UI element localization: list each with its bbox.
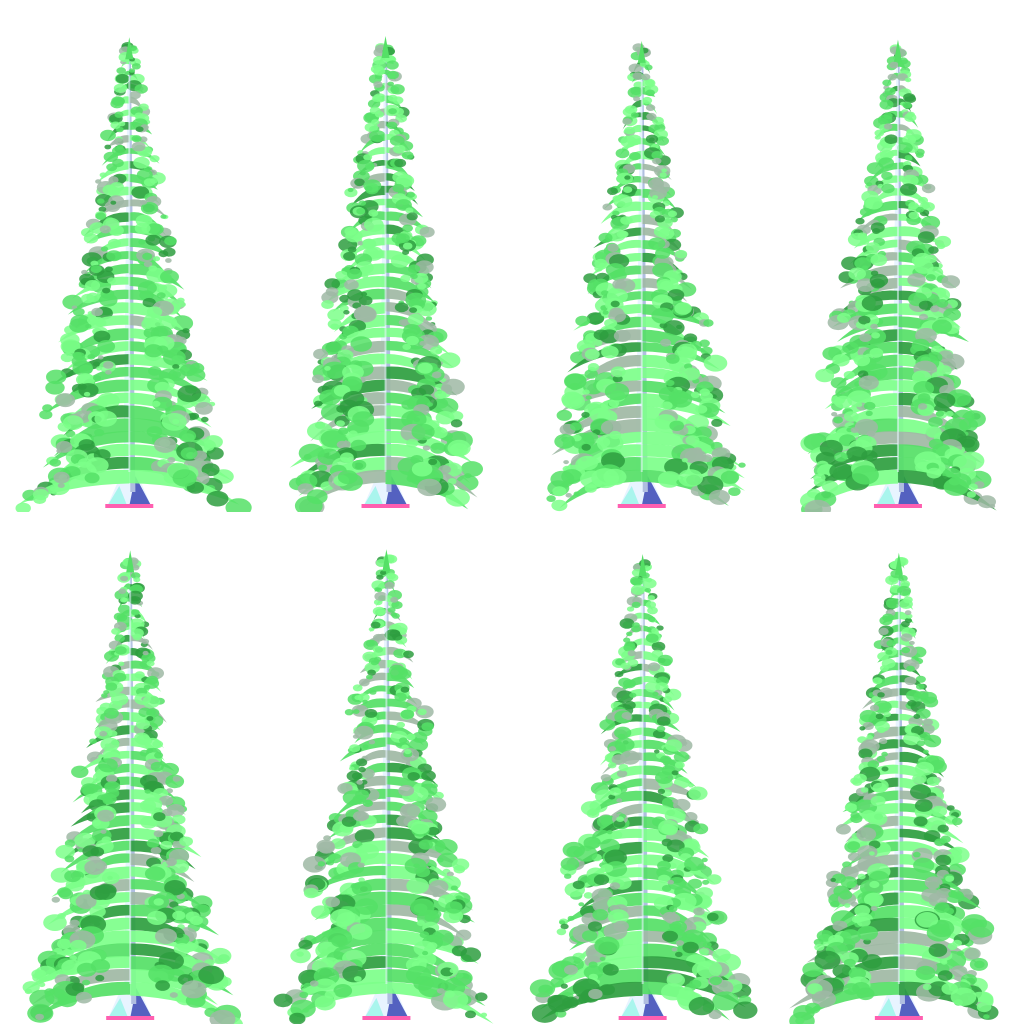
spruce-tree-render bbox=[768, 512, 1024, 1024]
tree-illustration bbox=[273, 549, 494, 1024]
tree-foliage bbox=[800, 39, 997, 512]
tree-illustration bbox=[529, 553, 758, 1023]
tree-foliage bbox=[546, 40, 746, 512]
tree-illustration bbox=[15, 37, 252, 512]
tree-foliage bbox=[15, 37, 252, 512]
spruce-tree-render bbox=[0, 512, 256, 1024]
spruce-tree-render bbox=[256, 0, 512, 512]
tree-foliage bbox=[22, 550, 243, 1024]
tree-illustration bbox=[22, 550, 243, 1024]
spruce-tree-render bbox=[256, 512, 512, 1024]
tree-foliage bbox=[289, 36, 483, 512]
tree-foliage bbox=[789, 552, 999, 1024]
spruce-tree-render bbox=[0, 0, 256, 512]
tree-foliage bbox=[529, 553, 758, 1023]
tree-illustration bbox=[789, 552, 999, 1024]
tree-illustration bbox=[800, 39, 997, 512]
spruce-tree-render bbox=[768, 0, 1024, 512]
tree-illustration bbox=[546, 40, 746, 512]
tree-foliage bbox=[273, 549, 494, 1024]
spruce-tree-render bbox=[512, 0, 768, 512]
spruce-tree-render bbox=[512, 512, 768, 1024]
tree-illustration bbox=[289, 36, 483, 512]
